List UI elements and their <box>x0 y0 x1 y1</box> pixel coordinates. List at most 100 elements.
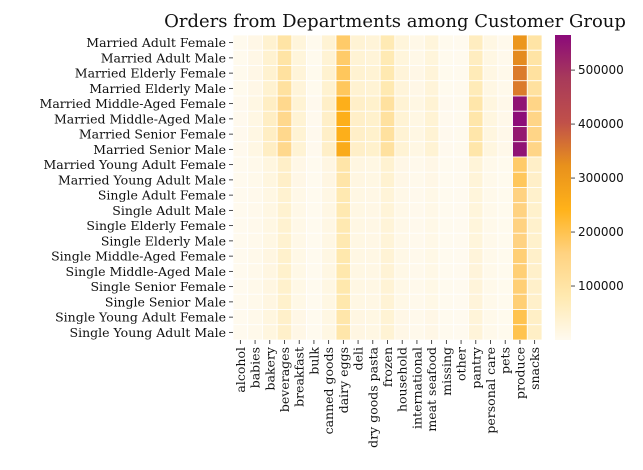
heatmap-cell <box>247 110 263 127</box>
colorbar-tick-label: 500000 <box>578 63 624 77</box>
heatmap-cell <box>497 202 513 219</box>
heatmap-cell <box>379 248 396 265</box>
heatmap-cell <box>320 171 337 188</box>
heatmap-cell <box>335 217 352 234</box>
heatmap-cell <box>409 217 425 234</box>
heatmap-cell <box>379 278 396 295</box>
heatmap-cell <box>379 187 396 204</box>
heatmap-cell <box>320 49 337 66</box>
heatmap-cell <box>306 217 322 234</box>
heatmap-cell <box>232 232 249 249</box>
column-label: international <box>409 347 424 429</box>
heatmap-cell <box>306 171 322 188</box>
heatmap-cell <box>350 141 366 158</box>
column-label: snacks <box>527 347 542 390</box>
heatmap-cell <box>291 126 307 143</box>
heatmap-cell <box>320 217 337 234</box>
heatmap-cell <box>379 95 396 112</box>
heatmap-cell <box>512 278 528 295</box>
heatmap-cell <box>482 232 499 249</box>
heatmap-cell <box>394 309 410 326</box>
heatmap-cell <box>497 65 513 82</box>
heatmap-cell <box>335 126 352 143</box>
heatmap-cell <box>438 126 455 143</box>
heatmap-cell <box>423 141 440 158</box>
heatmap-cell <box>497 156 513 173</box>
heatmap-cell <box>394 95 410 112</box>
heatmap-cell <box>409 324 425 341</box>
heatmap-cell <box>276 156 293 173</box>
heatmap-cell <box>512 95 528 112</box>
heatmap-cell <box>526 156 543 173</box>
heatmap-cell <box>262 80 278 97</box>
heatmap-cell <box>232 263 249 280</box>
heatmap-cell <box>394 65 410 82</box>
heatmap-cell <box>512 293 528 310</box>
heatmap-cell <box>453 309 469 326</box>
heatmap-cell <box>306 293 322 310</box>
heatmap-cell <box>438 293 455 310</box>
heatmap-cell <box>526 171 543 188</box>
heatmap-cell <box>497 49 513 66</box>
column-label: pets <box>498 347 513 374</box>
heatmap-cell <box>276 80 293 97</box>
heatmap-cell <box>423 126 440 143</box>
heatmap-cell <box>365 202 381 219</box>
heatmap-cell <box>365 171 381 188</box>
heatmap-cell <box>365 187 381 204</box>
heatmap-cell <box>350 95 366 112</box>
row-label: Single Senior Female <box>90 279 226 294</box>
heatmap-cell <box>350 65 366 82</box>
column-label: babies <box>248 347 263 388</box>
heatmap-cell <box>453 263 469 280</box>
heatmap-cell <box>512 324 528 341</box>
heatmap-cell <box>276 293 293 310</box>
heatmap-cell <box>350 187 366 204</box>
heatmap-cell <box>409 202 425 219</box>
heatmap-cell <box>247 278 263 295</box>
heatmap-cell <box>468 217 484 234</box>
heatmap-cell <box>512 187 528 204</box>
heatmap-cell <box>438 110 455 127</box>
heatmap-cell <box>512 110 528 127</box>
heatmap-cell <box>409 187 425 204</box>
heatmap-cell <box>438 263 455 280</box>
column-label: other <box>454 347 469 381</box>
heatmap-cell <box>276 232 293 249</box>
heatmap-cell <box>423 293 440 310</box>
heatmap-cell <box>497 110 513 127</box>
heatmap-cell <box>232 293 249 310</box>
heatmap-cell <box>468 95 484 112</box>
heatmap-cell <box>394 324 410 341</box>
heatmap-cell <box>379 263 396 280</box>
heatmap-cell <box>276 141 293 158</box>
heatmap-cell <box>512 65 528 82</box>
heatmap-cell <box>526 202 543 219</box>
heatmap-cell <box>276 324 293 341</box>
heatmap-cell <box>320 95 337 112</box>
heatmap-cell <box>512 232 528 249</box>
heatmap-cell <box>232 171 249 188</box>
heatmap-cell <box>423 156 440 173</box>
heatmap-cell <box>335 65 352 82</box>
heatmap-cell <box>232 324 249 341</box>
heatmap-cell <box>453 248 469 265</box>
row-label: Single Middle-Aged Female <box>51 249 226 264</box>
heatmap-cell <box>291 248 307 265</box>
heatmap-cell <box>409 278 425 295</box>
heatmap-cell <box>423 309 440 326</box>
heatmap-cell <box>468 202 484 219</box>
heatmap-cell <box>365 278 381 295</box>
row-label: Single Middle-Aged Male <box>66 264 226 279</box>
heatmap-cell <box>453 65 469 82</box>
heatmap-cell <box>468 156 484 173</box>
heatmap-cell <box>438 80 455 97</box>
heatmap-cell <box>306 80 322 97</box>
heatmap-cell <box>262 309 278 326</box>
heatmap-cell <box>526 34 543 51</box>
heatmap-cell <box>306 156 322 173</box>
heatmap-cell <box>365 324 381 341</box>
heatmap-cell <box>394 248 410 265</box>
